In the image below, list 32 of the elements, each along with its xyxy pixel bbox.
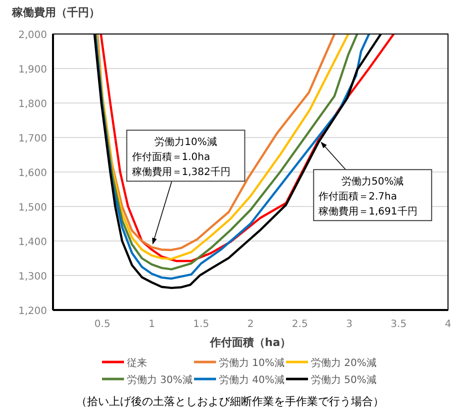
x-tick-label: 1 (148, 319, 155, 330)
legend-label: 労働力 10%減 (219, 357, 284, 369)
y-tick-label: 1,300 (18, 272, 47, 282)
x-axis-title: 作付面積（ha） (208, 336, 292, 349)
legend-label: 労働力 50%減 (311, 374, 376, 386)
legend-label: 労働力 30%減 (127, 374, 192, 386)
annotation: 労働力50%減 (342, 176, 404, 188)
y-tick-label: 1,800 (18, 99, 47, 110)
annotation: 作付面積＝2.7ha (318, 190, 397, 203)
x-tick-label: 2.5 (292, 319, 308, 330)
legend-label: 労働力 40%減 (219, 374, 284, 386)
y-tick-label: 1,400 (18, 237, 47, 248)
text: （拾い上げ後の土落としおよび細断作業を手作業で行う場合） (76, 395, 384, 408)
x-tick-label: 0.5 (94, 319, 110, 330)
x-tick-label: 2 (247, 319, 254, 330)
x-tick-label: 4 (444, 319, 452, 330)
legend-label: 従来 (127, 357, 147, 369)
y-tick-label: 1,500 (18, 202, 47, 214)
annotation: 稼働費用＝1,691千円 (318, 206, 418, 218)
y-tick-label: 2,000 (18, 30, 47, 41)
y-tick-label: 1,900 (18, 64, 47, 76)
y-axis-title: 稼働費用（千円） (11, 6, 100, 19)
annotation: 作付面積＝1.0ha (130, 151, 210, 164)
annotation: 労働力10%減 (154, 136, 217, 148)
annotation: 稼働費用＝1,382千円 (132, 166, 230, 178)
x-tick-label: 1.5 (193, 319, 210, 330)
x-tick-label: 3.5 (390, 319, 407, 330)
y-tick-label: 1,700 (18, 134, 47, 144)
y-tick-label: 1,200 (18, 306, 47, 317)
y-tick-label: 1,600 (18, 168, 47, 179)
legend-label: 労働力 20%減 (311, 357, 376, 369)
x-tick-label: 3 (346, 319, 352, 330)
